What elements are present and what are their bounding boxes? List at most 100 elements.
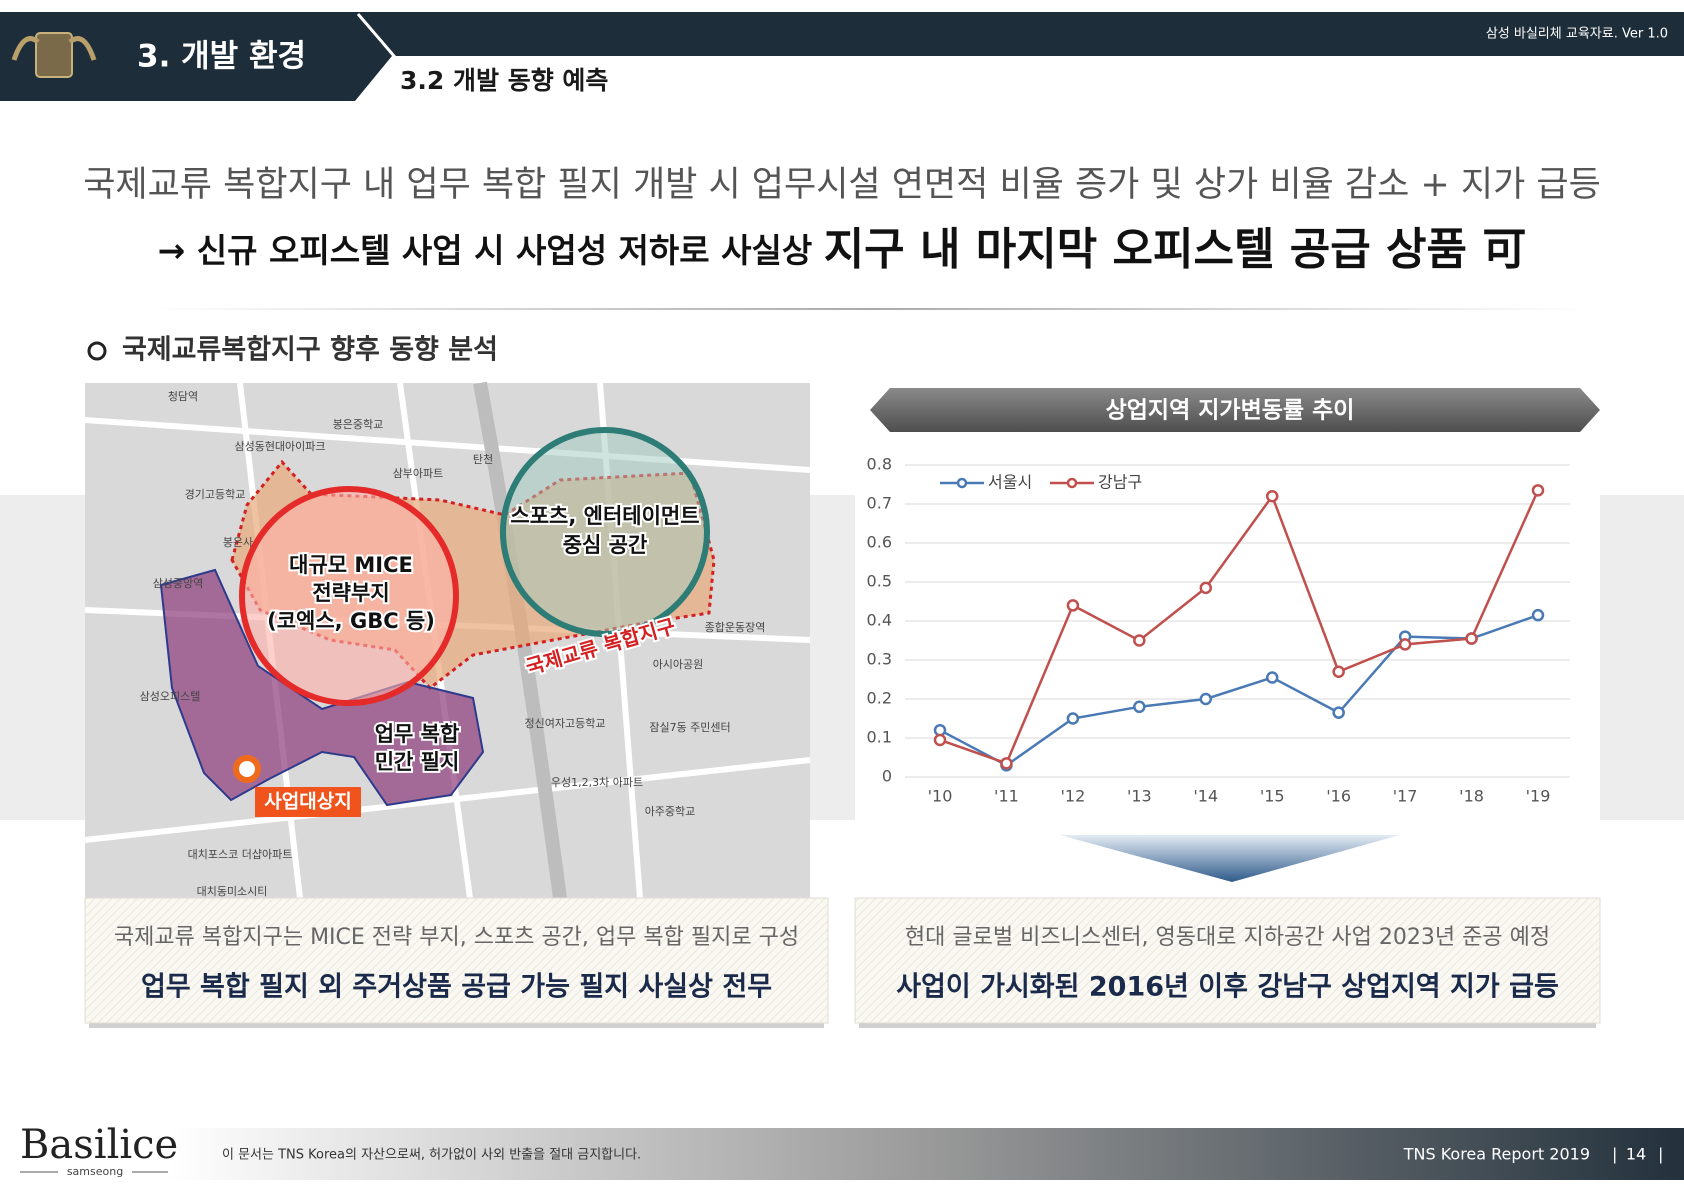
data-point [1265, 671, 1279, 684]
place-label: 정신여자고등학교 [525, 717, 606, 730]
y-tick-label: 0 [882, 767, 892, 786]
data-point [1133, 700, 1146, 714]
brand: Basilice [20, 1122, 178, 1168]
place-label: 잠실7동 주민센터 [649, 721, 730, 734]
y-tick-label: 0.8 [867, 455, 892, 474]
chart-ribbon [870, 388, 1600, 432]
section-heading: 국제교류복합지구 향후 동향 분석 [122, 335, 498, 366]
y-tick-label: 0.4 [867, 611, 892, 630]
x-tick-label: '16 [1326, 787, 1351, 806]
footer-sep: | [1658, 1145, 1663, 1164]
place-label: 삼성동현대아이파크 [234, 440, 325, 453]
legend-label: 서울시 [988, 473, 1032, 492]
sports-circle [500, 427, 710, 637]
business-label: 민간 필지 [375, 750, 460, 774]
section-title: 3. 개발 환경 [137, 39, 306, 75]
x-tick-label: '15 [1260, 787, 1285, 806]
place-label: 우성1,2,3차 아파트 [551, 776, 643, 789]
place-label: 대치동미소시티 [197, 885, 268, 898]
footer-bar [0, 1128, 1684, 1180]
x-tick-label: '17 [1393, 787, 1418, 806]
footer-sep: | [1612, 1145, 1617, 1164]
site-marker [233, 755, 261, 783]
x-tick-label: '10 [928, 787, 953, 806]
headline-line2-b: 지구 내 마지막 오피스텔 공급 상품 可 [824, 224, 1527, 275]
mice-label: 대규모 MICE [289, 553, 413, 577]
y-tick-label: 0.5 [867, 572, 892, 591]
chart-panel [855, 383, 1600, 898]
data-point [933, 733, 947, 747]
y-tick-label: 0.7 [867, 494, 892, 513]
data-point [1465, 632, 1478, 645]
caption-line1: 국제교류 복합지구는 MICE 전략 부지, 스포츠 공간, 업무 복합 필지로… [114, 925, 799, 950]
caption-box [84, 897, 829, 1024]
place-label: 삼성오피스텔 [140, 690, 201, 703]
data-point [1531, 484, 1545, 497]
place-label: 아주중학교 [645, 805, 696, 818]
y-tick-label: 0.6 [867, 533, 892, 552]
series-line [939, 489, 1540, 765]
sports-label: 스포츠, 엔터테이먼트 [510, 504, 699, 528]
disclaimer: 이 문서는 TNS Korea의 자산으로써, 허가없이 사외 반출을 절대 금… [222, 1148, 641, 1163]
line-chart: 0 0.1 0.2 0.3 0.4 0.5 0.6 0.7 0.8 '10 '11 '12 '13 '14… [867, 455, 1570, 806]
version: 삼성 바실리체 교육자료. Ver 1.0 [1486, 27, 1668, 42]
legend-label: 강남구 [1098, 473, 1142, 492]
business-label: 업무 복합 [375, 722, 460, 746]
caption-line2: 사업이 가시화된 2016년 이후 강남구 상업지역 지가 급등 [896, 972, 1559, 1003]
caption-line2: 업무 복합 필지 외 주거상품 공급 가능 필지 사실상 전무 [141, 972, 772, 1003]
place-label: 삼성중앙역 [153, 577, 204, 590]
x-tick-label: '19 [1526, 787, 1551, 806]
divider [150, 308, 1590, 310]
bullet [87, 341, 107, 361]
sports-label: 중심 공간 [563, 533, 648, 557]
x-tick-label: '12 [1061, 787, 1086, 806]
chart-title: 상업지역 지가변동률 추이 [1106, 398, 1355, 424]
site-label-box [255, 787, 361, 817]
header-chevron [356, 13, 396, 101]
x-tick-label: '14 [1193, 787, 1218, 806]
data-point [1133, 634, 1146, 647]
mice-label: 전략부지 [312, 581, 389, 605]
logo-emblem [11, 32, 97, 78]
data-point [1066, 712, 1080, 725]
place-label: 봉은중학교 [333, 418, 384, 431]
x-tick-label: '11 [994, 787, 1019, 806]
mice-label: (코엑스, GBC 등) [267, 609, 435, 633]
data-point [1199, 692, 1213, 706]
down-arrow [1060, 835, 1400, 882]
data-point [1199, 581, 1213, 595]
data-point [1000, 757, 1013, 770]
place-label: 봉은사 [223, 536, 253, 549]
data-point [1332, 665, 1345, 678]
headline-line1: 국제교류 복합지구 내 업무 복합 필지 개발 시 업무시설 연면적 비율 증가… [83, 165, 1601, 205]
page-number: 14 [1626, 1145, 1646, 1164]
series-line [939, 613, 1539, 767]
place-label: 아시아공원 [653, 658, 704, 671]
data-point [1398, 638, 1412, 651]
x-tick-label: '13 [1127, 787, 1152, 806]
legend-marker [956, 477, 968, 489]
y-tick-label: 0.1 [867, 728, 892, 747]
y-tick-label: 0.2 [867, 689, 892, 708]
data-point [1531, 608, 1545, 622]
headline-line2: → 신규 오피스텔 사업 시 사업성 저하로 사실상 지구 내 마지막 오피스텔… [158, 224, 1527, 275]
caption-shadow [859, 1020, 1596, 1028]
data-point [1066, 599, 1080, 612]
place-label: 대치포스코 더샵아파트 [188, 848, 293, 861]
data-point [1265, 489, 1279, 503]
caption-line1: 현대 글로벌 비즈니스센터, 영동대로 지하공간 사업 2023년 준공 예정 [905, 925, 1550, 950]
caption-box [854, 897, 1601, 1024]
data-point [1332, 706, 1345, 719]
place-label: 경기고등학교 [185, 488, 246, 501]
place-label: 청담역 [168, 390, 198, 403]
x-tick-label: '18 [1459, 787, 1484, 806]
brand-sub: samseong [67, 1165, 123, 1178]
mice-circle [239, 486, 459, 706]
place-label: 삼부아파트 [393, 467, 444, 480]
place-label: 탄천 [473, 452, 493, 466]
header-block [0, 12, 392, 101]
